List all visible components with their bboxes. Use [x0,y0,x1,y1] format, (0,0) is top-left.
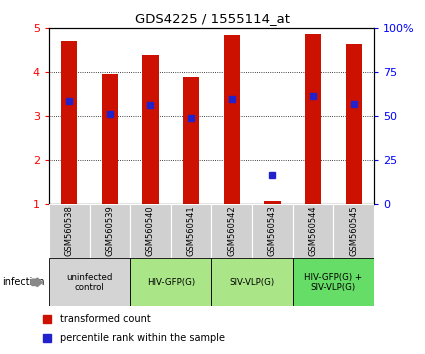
Bar [183,76,199,204]
Text: GSM560543: GSM560543 [268,206,277,256]
Text: GDS4225 / 1555114_at: GDS4225 / 1555114_at [135,12,290,25]
Bar [130,204,171,258]
Text: GSM560544: GSM560544 [309,206,317,256]
Bar [333,204,374,258]
Bar [211,258,293,306]
Bar [346,44,362,204]
Bar [49,258,130,306]
Bar [142,55,159,204]
Bar [171,204,211,258]
Bar [293,204,333,258]
Text: SIV-VLP(G): SIV-VLP(G) [230,278,275,287]
Text: GSM560542: GSM560542 [227,206,236,256]
Bar [252,204,293,258]
Bar [130,258,211,306]
Bar [211,204,252,258]
Text: GSM560541: GSM560541 [187,206,196,256]
Bar [90,204,130,258]
Bar [264,201,281,204]
Bar [224,35,240,204]
Text: GSM560539: GSM560539 [105,206,114,256]
Text: HIV-GFP(G): HIV-GFP(G) [147,278,195,287]
Text: GSM560538: GSM560538 [65,206,74,256]
Text: GSM560540: GSM560540 [146,206,155,256]
Bar [305,34,321,204]
Text: infection: infection [2,277,45,287]
Text: GSM560545: GSM560545 [349,206,358,256]
Bar [102,74,118,204]
Bar [293,258,374,306]
Bar [49,204,90,258]
Text: transformed count: transformed count [60,314,151,324]
Text: uninfected
control: uninfected control [66,273,113,292]
Bar [61,41,77,204]
Text: percentile rank within the sample: percentile rank within the sample [60,333,225,343]
Text: HIV-GFP(G) +
SIV-VLP(G): HIV-GFP(G) + SIV-VLP(G) [304,273,363,292]
